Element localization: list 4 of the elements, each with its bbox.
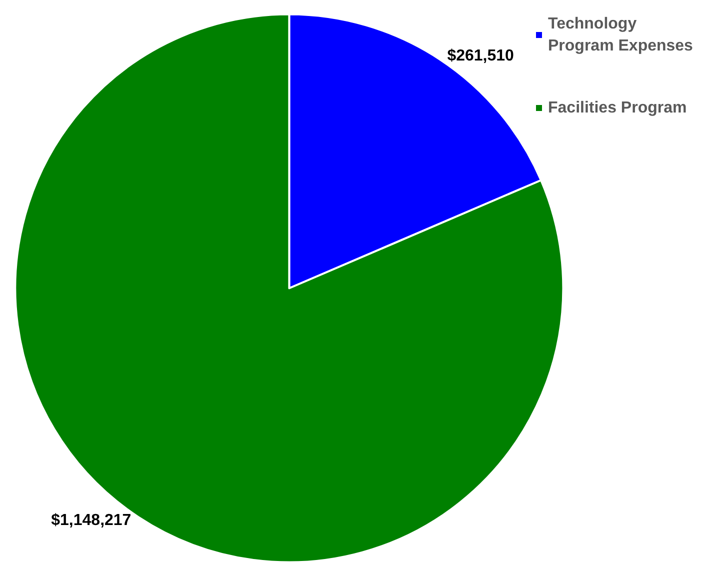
- data-label: $261,510: [447, 48, 514, 65]
- legend-label: Technology Program Expenses: [548, 16, 694, 54]
- data-label: $1,148,217: [51, 512, 132, 529]
- legend-label: Facilities Program: [548, 100, 687, 116]
